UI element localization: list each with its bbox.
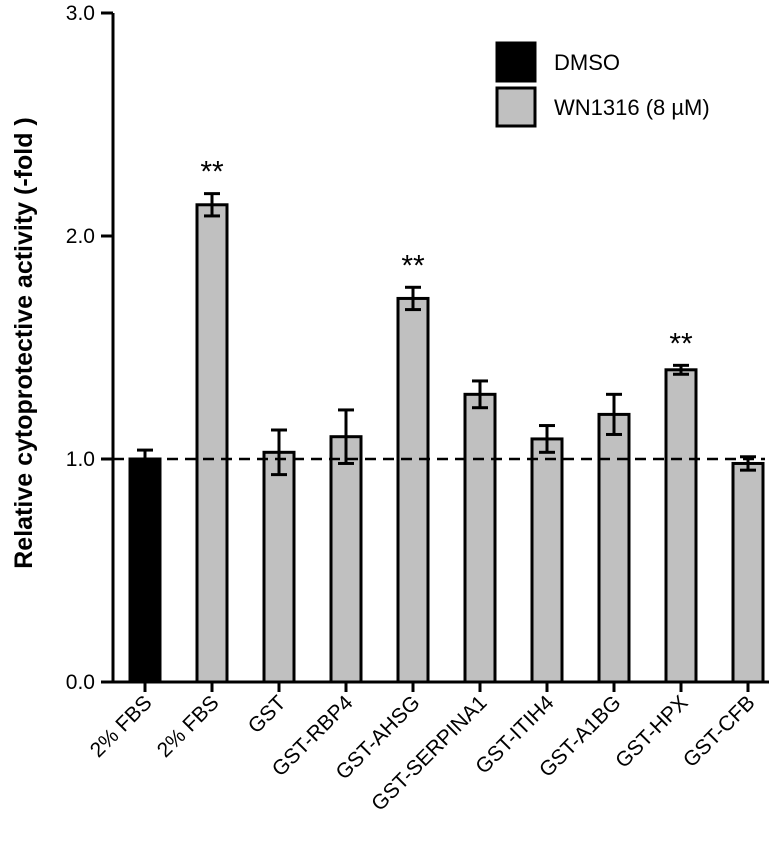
- bar-2: [195, 203, 229, 684]
- bar-9: [664, 368, 698, 684]
- significance-mark-9: **: [669, 327, 693, 360]
- y-tick-label-3: 2.0: [66, 225, 95, 248]
- x-tick-label-10: GST-CFB: [679, 691, 760, 772]
- y-axis-label: Relative cytoprotective activity (-fold …: [10, 117, 38, 569]
- bar-3: [262, 450, 296, 684]
- x-tick-label-9: GST-HPX: [611, 691, 692, 772]
- x-tick-label-3: GST: [244, 691, 291, 738]
- legend-label-2: WN1316 (8 µM): [554, 95, 710, 120]
- x-tick-label-6: GST-SERPINA1: [367, 691, 491, 815]
- legend-swatch-2: [495, 86, 537, 128]
- y-tick-label-1: 0.0: [66, 671, 95, 694]
- bar-1: [128, 457, 162, 684]
- bar-8: [597, 412, 631, 684]
- legend-swatch-1: [495, 41, 537, 83]
- legend-label-1: DMSO: [554, 50, 620, 75]
- x-tick-label-2: 2% FBS: [153, 691, 224, 762]
- significance-mark-5: **: [401, 249, 425, 282]
- y-tick-label-4: 3.0: [66, 2, 95, 25]
- bar-7: [530, 437, 564, 684]
- x-tick-label-1: 2% FBS: [86, 691, 157, 762]
- y-tick-label-2: 1.0: [66, 448, 95, 471]
- bar-5: [396, 296, 430, 684]
- bar-4: [329, 435, 363, 684]
- bar-10: [731, 461, 765, 684]
- significance-mark-2: **: [200, 156, 224, 189]
- bar-6: [463, 392, 497, 684]
